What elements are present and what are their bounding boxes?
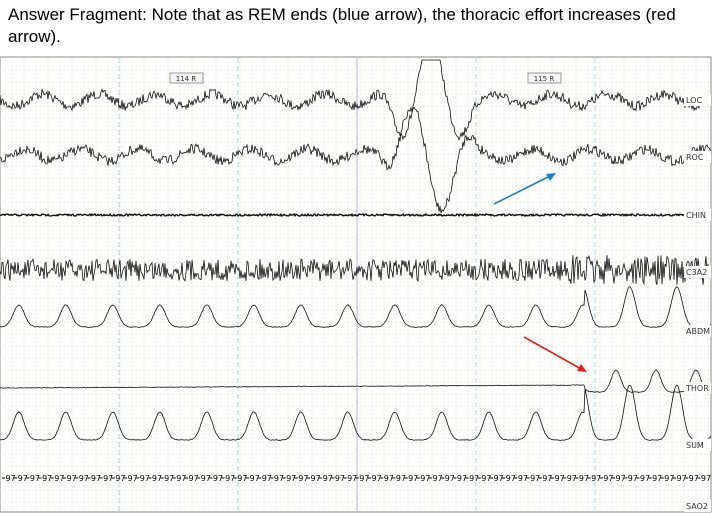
channel-label-box xyxy=(684,94,711,106)
epoch-label: 114 R xyxy=(176,75,197,83)
red-arrow xyxy=(523,336,584,371)
epoch-label: 115 R xyxy=(534,75,555,83)
sao2-value: 97 xyxy=(579,474,589,483)
channel-label-box xyxy=(684,266,711,278)
channel-label-box xyxy=(684,500,711,512)
channel-label-box xyxy=(684,209,711,221)
sao2-value: 97 xyxy=(323,474,333,483)
sao2-value: 97 xyxy=(54,474,64,483)
channel-label: CHIN xyxy=(686,211,706,220)
channel-label-box xyxy=(684,439,711,451)
channel-label-box xyxy=(684,151,711,163)
sao2-value: 97 xyxy=(237,474,247,483)
sao2-value: 97 xyxy=(518,474,528,483)
abdm-wave xyxy=(0,286,712,328)
sao2-value: 97 xyxy=(189,474,199,483)
sao2-value: 97 xyxy=(311,474,321,483)
c3a2-wave xyxy=(0,255,712,286)
sao2-value: 97 xyxy=(628,474,638,483)
red-arrow-head xyxy=(577,364,587,372)
sao2-value: 97 xyxy=(213,474,223,483)
sao2-value: 97 xyxy=(286,474,296,483)
sao2-value: 97 xyxy=(262,474,272,483)
sao2-value: 97 xyxy=(274,474,284,483)
sao2-value: 97 xyxy=(176,474,186,483)
sao2-value: 97 xyxy=(664,474,674,483)
sao2-value: 97 xyxy=(128,474,138,483)
channel-label: C3A2 xyxy=(686,268,707,277)
epoch-box xyxy=(169,72,204,84)
sao2-value: 97 xyxy=(677,474,687,483)
sao2-value: 97 xyxy=(103,474,113,483)
sao2-value: 97 xyxy=(701,474,711,483)
sao2-value: 97 xyxy=(298,474,308,483)
sao2-value: 97 xyxy=(152,474,162,483)
thor-wave xyxy=(0,369,712,393)
channel-label: LOC xyxy=(686,96,702,105)
channel-label-box xyxy=(684,325,711,337)
sao2-value: 97 xyxy=(408,474,418,483)
sao2-value: 97 xyxy=(652,474,662,483)
sao2-value: 97 xyxy=(225,474,235,483)
sao2-value: 97 xyxy=(530,474,540,483)
sao2-value: 97 xyxy=(506,474,516,483)
sao2-value: 97 xyxy=(67,474,77,483)
sao2-value: 97 xyxy=(335,474,345,483)
channel-label: SUM xyxy=(686,441,704,450)
sao2-value: 97 xyxy=(372,474,382,483)
roc-wave xyxy=(0,106,712,214)
sao2-value: 97 xyxy=(30,474,40,483)
sao2-value: 97 xyxy=(689,474,699,483)
sao2-value: 97 xyxy=(396,474,406,483)
sao2-value: 97 xyxy=(347,474,357,483)
sao2-value: 97 xyxy=(457,474,467,483)
channel-label: THOR xyxy=(685,384,709,393)
sao2-value: 97 xyxy=(555,474,565,483)
sao2-value: 97 xyxy=(384,474,394,483)
sao2-value: 97 xyxy=(445,474,455,483)
sao2-value: 97 xyxy=(42,474,52,483)
sao2-value: 97 xyxy=(250,474,260,483)
caption: Answer Fragment: Note that as REM ends (… xyxy=(8,5,676,46)
blue-arrow-head xyxy=(546,173,556,181)
waveforms xyxy=(0,59,712,441)
sao2-value: 97 xyxy=(140,474,150,483)
sao2-value: 97 xyxy=(481,474,491,483)
sao2-value: 97 xyxy=(359,474,369,483)
sao2-value: 97 xyxy=(115,474,125,483)
sao2-value: 97 xyxy=(433,474,443,483)
sao2-value: 97 xyxy=(18,474,28,483)
channel-label-box xyxy=(684,382,711,394)
sao2-value: 97 xyxy=(469,474,479,483)
sao2-value: 97 xyxy=(91,474,101,483)
sao2-value: 97 xyxy=(420,474,430,483)
sao2-value: 97 xyxy=(201,474,211,483)
sao2-value: 97 xyxy=(591,474,601,483)
sum-wave xyxy=(0,384,712,441)
sao2-value: 97 xyxy=(640,474,650,483)
channel-label: ROC xyxy=(686,153,704,162)
sao2-value: 97 xyxy=(567,474,577,483)
loc-wave xyxy=(0,59,712,141)
panel xyxy=(0,56,712,513)
sao2-value: 97 xyxy=(79,474,89,483)
channel-label: ABDM xyxy=(686,327,710,336)
channel-label: SAO2 xyxy=(686,502,708,511)
chin-wave xyxy=(0,212,712,218)
sao2-value: 97 xyxy=(494,474,504,483)
sao2-value: 97 xyxy=(616,474,626,483)
sao2-value: 97 xyxy=(603,474,613,483)
sao2-value: 97 xyxy=(542,474,552,483)
sao2-value: 97 xyxy=(6,474,16,483)
blue-arrow xyxy=(493,174,553,205)
epoch-box xyxy=(527,72,562,84)
sao2-value: 97 xyxy=(164,474,174,483)
